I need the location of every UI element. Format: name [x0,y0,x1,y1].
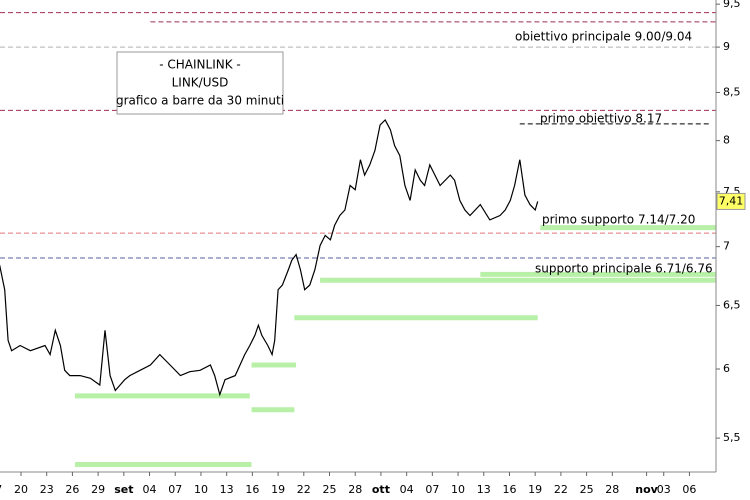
x-tick-label: 10 [194,483,208,496]
y-tick-label: 6 [723,362,730,375]
x-tick-label: 04 [143,483,157,496]
x-tick-label: 25 [323,483,337,496]
x-tick-label: set [114,483,133,496]
x-tick-label: ott [372,483,390,496]
title-line: LINK/USD [172,76,229,90]
x-tick-label: 16 [502,483,516,496]
annotation: obiettivo principale 9.00/9.04 [515,30,692,44]
price-line [0,119,539,397]
x-tick-label: 26 [65,483,79,496]
x-tick-label: 03 [657,483,671,496]
annotation: primo supporto 7.14/7.20 [542,213,695,227]
x-tick-label: 22 [297,483,311,496]
x-tick-label: 28 [605,483,619,496]
x-tick-label: 07 [425,483,439,496]
title-frame [116,51,284,115]
title-line: grafico a barre da 30 minuti [116,94,284,108]
y-tick-label: 7 [723,240,730,253]
x-tick-label: 07 [168,483,182,496]
y-tick-label: 9 [723,40,730,53]
last-price-label: 7,41 [719,194,744,207]
x-tick-label: 13 [477,483,491,496]
title-line: - CHAINLINK - [159,58,241,72]
x-tick-label: 29 [91,483,105,496]
x-tick-label: 10 [451,483,465,496]
plot-area [0,12,716,468]
x-tick-label: 19 [528,483,542,496]
x-tick-label: 25 [580,483,594,496]
title-box: - CHAINLINK - LINK/USD grafico a barre da … [116,51,284,115]
y-tick-label: 8 [723,134,730,147]
x-tick-label: 06 [682,483,696,496]
y-tick-label: 5,5 [723,431,741,444]
y-tick-label: 9,5 [723,0,741,10]
x-tick-label: 20 [14,483,28,496]
x-tick-label: 17 [0,483,2,496]
x-tick-label: 22 [554,483,568,496]
annotation: supporto principale 6.71/6.76 [535,262,713,276]
x-tick-label: nov [635,483,658,496]
x-tick-label: 28 [348,483,362,496]
x-tick-label: 23 [40,483,54,496]
y-tick-label: 8,5 [723,85,741,98]
x-tick-label: 13 [220,483,234,496]
last-price-box [716,192,746,210]
x-tick-label: 04 [400,483,414,496]
x-tick-label: 16 [245,483,259,496]
annotation: primo obiettivo 8.17 [540,112,662,126]
x-tick-label: 19 [271,483,285,496]
y-tick-label: 6,5 [723,298,741,311]
